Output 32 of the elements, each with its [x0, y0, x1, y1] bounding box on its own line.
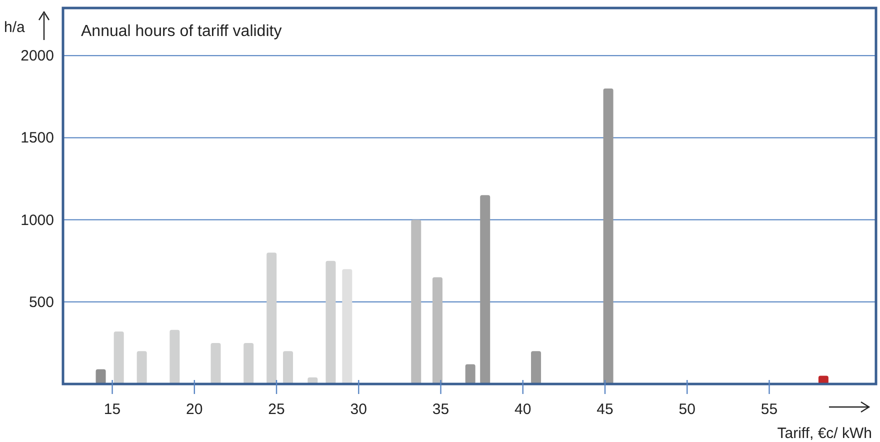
x-tick-label: 50	[678, 401, 696, 418]
x-tick-label: 35	[432, 401, 450, 418]
y-axis-title: h/a	[4, 19, 26, 36]
bar	[465, 364, 476, 384]
x-tick-label: 25	[268, 401, 285, 418]
text: Annual hours of tariff validity	[81, 23, 282, 40]
y-tick-label: 1000	[20, 212, 54, 229]
bar	[96, 369, 106, 384]
bar	[480, 195, 490, 384]
bar	[283, 351, 294, 384]
x-tick-label: 45	[596, 401, 614, 418]
bar	[411, 220, 422, 384]
bar	[432, 277, 442, 384]
bar	[170, 330, 180, 384]
x-tick-label: 15	[104, 401, 121, 418]
y-tick-label: 2000	[20, 48, 54, 65]
bar	[136, 351, 147, 384]
bar	[244, 342, 254, 384]
bar	[342, 269, 352, 384]
bar	[531, 351, 542, 384]
y-tick-label: 500	[28, 294, 54, 311]
bar	[603, 88, 614, 384]
x-tick-label: 55	[760, 401, 778, 418]
x-tick-label: 20	[186, 401, 203, 418]
x-tick-label: 30	[350, 401, 367, 418]
bar	[114, 331, 124, 384]
bar	[326, 260, 336, 384]
bar	[210, 342, 221, 384]
y-tick-label: 1500	[20, 130, 54, 147]
x-tick-label: 40	[514, 401, 532, 418]
bar	[266, 252, 277, 384]
x-axis-title: Tariff, €c/ kWh	[777, 425, 872, 442]
